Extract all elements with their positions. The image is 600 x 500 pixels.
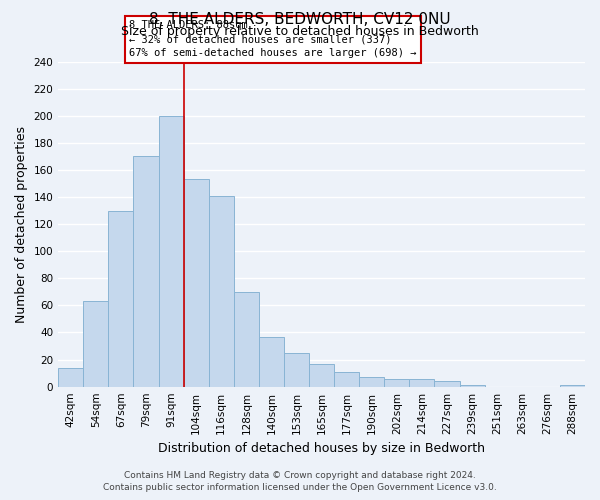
Text: 8 THE ALDERS: 88sqm
← 32% of detached houses are smaller (337)
67% of semi-detac: 8 THE ALDERS: 88sqm ← 32% of detached ho… (129, 20, 417, 58)
Bar (385, 378, 409, 386)
Bar (58, 368, 83, 386)
Bar (83, 302, 109, 386)
Bar (434, 382, 460, 386)
Bar (309, 364, 334, 386)
Bar (234, 292, 259, 386)
Bar (359, 377, 385, 386)
Text: 8, THE ALDERS, BEDWORTH, CV12 0NU: 8, THE ALDERS, BEDWORTH, CV12 0NU (149, 12, 451, 28)
Bar (409, 378, 434, 386)
Bar (284, 353, 309, 386)
Bar (209, 196, 234, 386)
X-axis label: Distribution of detached houses by size in Bedworth: Distribution of detached houses by size … (158, 442, 485, 455)
Bar (158, 116, 184, 386)
Bar (109, 210, 133, 386)
Text: Size of property relative to detached houses in Bedworth: Size of property relative to detached ho… (121, 25, 479, 38)
Bar (334, 372, 359, 386)
Text: Contains HM Land Registry data © Crown copyright and database right 2024.
Contai: Contains HM Land Registry data © Crown c… (103, 471, 497, 492)
Bar (133, 156, 158, 386)
Bar (259, 336, 284, 386)
Bar (184, 180, 209, 386)
Y-axis label: Number of detached properties: Number of detached properties (15, 126, 28, 322)
